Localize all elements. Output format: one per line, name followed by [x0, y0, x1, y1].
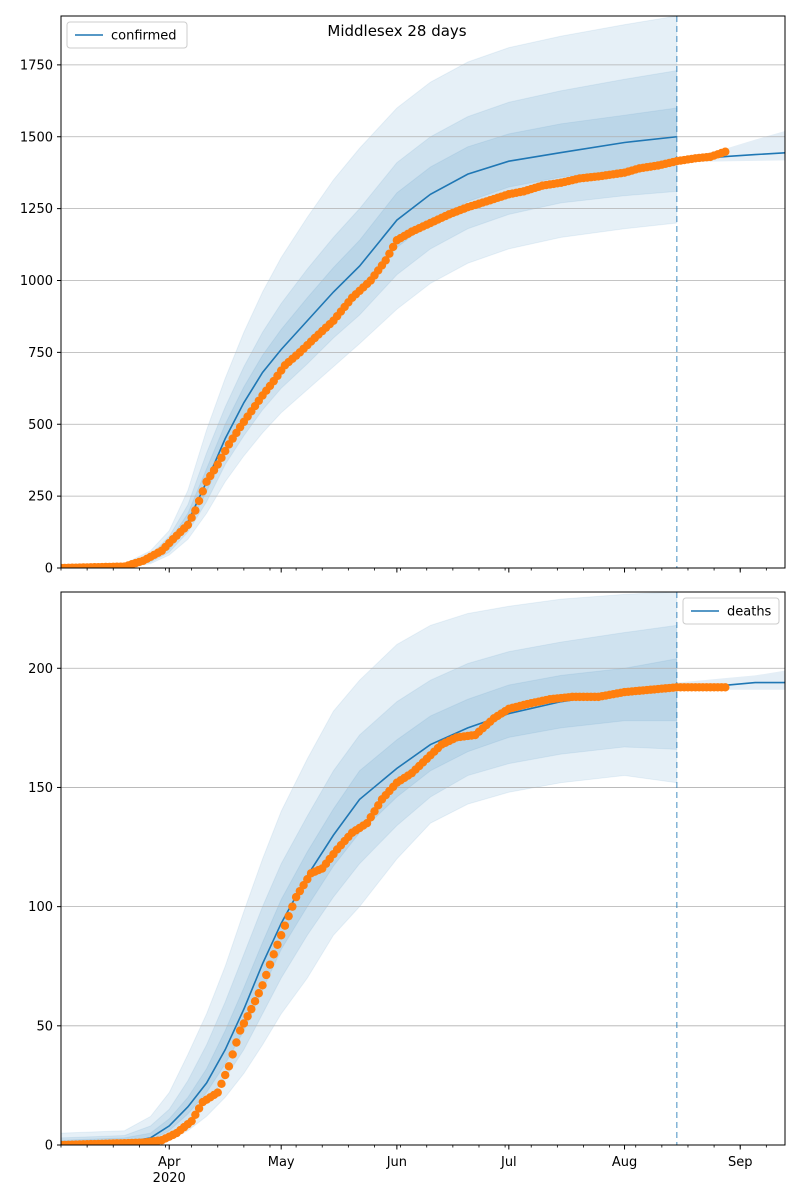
y-tick-label: 1250	[20, 202, 53, 217]
y-tick-label: 150	[28, 781, 53, 796]
x-tick-label: May	[268, 1155, 295, 1170]
y-tick-label: 0	[45, 1139, 53, 1154]
x-tick-label: Apr	[158, 1155, 181, 1170]
observed-point	[198, 487, 208, 496]
observed-point	[187, 513, 196, 522]
legend: confirmed	[66, 21, 188, 49]
confirmed-chart: 0 250 500 750 1000 1250 1500 1750 confirmed	[20, 15, 786, 577]
observed-point	[228, 1050, 237, 1059]
observed-point	[194, 496, 204, 506]
legend-label: deaths	[727, 605, 772, 620]
observed-point	[388, 242, 398, 252]
plot-area	[61, 16, 785, 568]
observed-point	[284, 911, 293, 921]
observed-point	[213, 460, 222, 469]
x-tick-sublabel: 2020	[153, 1171, 186, 1186]
observed-point	[280, 921, 290, 930]
observed-point	[721, 683, 730, 692]
observed-point	[194, 1104, 204, 1113]
observed-point	[243, 1012, 252, 1021]
uncertainty-band-1	[61, 16, 678, 568]
observed-point	[721, 147, 730, 156]
observed-point	[232, 1038, 241, 1047]
observed-point	[183, 520, 193, 530]
y-tick-label: 100	[28, 900, 53, 915]
observed-point	[385, 249, 394, 258]
legend-box	[682, 597, 780, 625]
figure-title: Middlesex 28 days	[327, 22, 466, 40]
observed-point	[217, 1079, 226, 1089]
y-tick-label: 0	[45, 562, 53, 577]
legend: deaths	[682, 597, 780, 625]
legend-label: confirmed	[111, 29, 177, 44]
y-tick-label: 1500	[20, 130, 53, 145]
x-tick-label: Aug	[612, 1155, 637, 1170]
observed-point	[217, 453, 226, 462]
uncertainty-band-3	[61, 658, 678, 1145]
x-tick-label: Sep	[728, 1155, 753, 1170]
observed-point	[250, 996, 260, 1006]
observed-point	[224, 1062, 234, 1071]
observed-point	[239, 1019, 249, 1028]
y-tick-label: 500	[28, 418, 53, 433]
observed-point	[221, 1070, 230, 1080]
observed-point	[276, 931, 286, 940]
x-tick-label: Jul	[500, 1155, 517, 1170]
observed-point	[265, 960, 275, 969]
observed-point	[221, 446, 230, 456]
observed-point	[187, 1116, 196, 1126]
y-tick-label: 1000	[20, 274, 53, 289]
plot-area	[61, 592, 785, 1145]
observed-point	[269, 950, 278, 959]
observed-point	[288, 902, 297, 911]
observed-point	[273, 940, 282, 949]
y-tick-label: 250	[28, 490, 53, 505]
y-tick-label: 50	[36, 1019, 53, 1034]
y-tick-label: 750	[28, 346, 53, 361]
observed-point	[258, 981, 267, 990]
observed-point	[235, 1026, 245, 1035]
observed-point	[191, 506, 200, 515]
y-tick-label: 200	[28, 662, 53, 677]
x-tick-label: Jun	[386, 1155, 407, 1170]
observed-point	[191, 1110, 200, 1120]
observed-point	[254, 989, 263, 998]
axes-frame	[60, 15, 786, 569]
observed-point	[247, 1004, 256, 1014]
observed-point	[213, 1088, 222, 1097]
observed-point	[262, 970, 271, 980]
axes-frame	[60, 591, 786, 1146]
observed-point	[381, 256, 390, 265]
legend-box	[66, 21, 188, 49]
y-tick-label: 1750	[20, 58, 53, 73]
